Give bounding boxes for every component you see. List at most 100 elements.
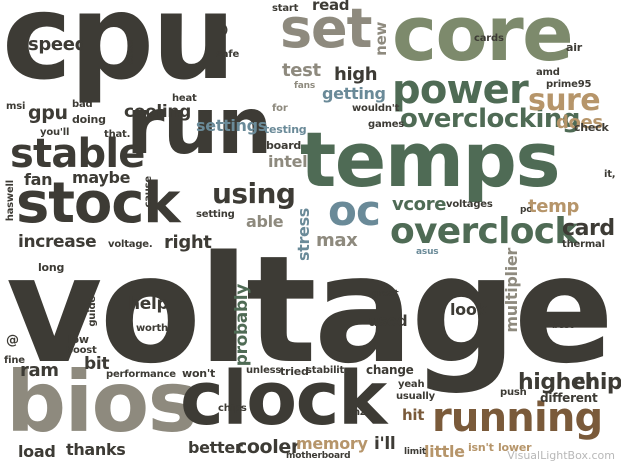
word-ghz: ghz bbox=[346, 407, 366, 418]
word-fine: fine bbox=[4, 355, 25, 366]
word-new: new bbox=[372, 22, 390, 56]
word-help: help bbox=[128, 294, 169, 314]
word-yeah: yeah bbox=[398, 379, 425, 390]
word-it: it, bbox=[604, 169, 616, 180]
word-thanks: thanks bbox=[66, 440, 126, 459]
word-high: high bbox=[334, 64, 378, 85]
word-boost: boost bbox=[66, 345, 97, 356]
word-wouldnt: wouldn't bbox=[352, 103, 400, 114]
word-performance: performance bbox=[106, 369, 176, 380]
word-using: using bbox=[212, 177, 296, 210]
word-gpu: gpu bbox=[28, 102, 68, 124]
word-wont: won't bbox=[182, 367, 216, 380]
word-memory: memory bbox=[296, 434, 368, 453]
word-load: load bbox=[18, 442, 56, 461]
word-asus: asus bbox=[416, 247, 439, 257]
word-right: right bbox=[164, 232, 212, 253]
word-overclocking: overclocking bbox=[400, 104, 580, 134]
word-smile: :) bbox=[220, 25, 229, 36]
word-increase: increase bbox=[18, 232, 97, 252]
word-speed: speed bbox=[28, 34, 88, 55]
word-push: push bbox=[500, 387, 527, 398]
word-low: low bbox=[68, 333, 89, 346]
word-stable: stable bbox=[10, 131, 145, 177]
word-temps: temps bbox=[300, 115, 561, 204]
word-cards: cards bbox=[474, 33, 504, 44]
word-setting: setting bbox=[196, 209, 235, 220]
word-unless: unless bbox=[246, 365, 282, 376]
word-settings: settings bbox=[196, 116, 267, 135]
word-board: board bbox=[266, 139, 302, 152]
word-running: running bbox=[432, 395, 603, 441]
word-testing: testing bbox=[264, 123, 307, 136]
word-higher: higher bbox=[518, 370, 596, 395]
word-long: long bbox=[38, 261, 65, 274]
word-voltage: voltage bbox=[6, 224, 614, 396]
word-little: little bbox=[424, 442, 465, 461]
word-thermal: thermal bbox=[562, 239, 605, 250]
word-core: core bbox=[392, 0, 574, 78]
word-look: look bbox=[450, 300, 487, 319]
word-set: set bbox=[280, 0, 372, 60]
word-lower: lower bbox=[498, 441, 532, 454]
word-haswell: haswell bbox=[5, 180, 16, 222]
word-guide: guide bbox=[87, 296, 98, 327]
word-cause: cause bbox=[143, 176, 154, 208]
word-doing: doing bbox=[72, 113, 106, 126]
word-start: start bbox=[272, 3, 299, 14]
word-used: used bbox=[368, 312, 408, 330]
word-msi: msi bbox=[6, 101, 26, 112]
word-read: read bbox=[312, 0, 350, 14]
word-able: able bbox=[246, 212, 284, 231]
word-stability: stability bbox=[306, 365, 351, 376]
word-max: max bbox=[316, 230, 358, 251]
word-change: change bbox=[366, 363, 414, 377]
word-temp: temp bbox=[528, 196, 580, 217]
credit-watermark: VisualLightBox.com bbox=[507, 449, 615, 462]
word-bit: bit bbox=[84, 354, 110, 374]
word-bad: bad bbox=[72, 99, 93, 110]
word-chip: chip bbox=[572, 370, 621, 395]
word-sure: sure bbox=[528, 83, 601, 118]
word-hit: hit bbox=[402, 406, 425, 424]
word-fans: fans bbox=[294, 81, 316, 91]
word-best: best bbox=[552, 321, 574, 331]
word-vcore: vcore bbox=[392, 194, 447, 215]
word-chips: chips bbox=[218, 403, 247, 414]
word-for: for bbox=[272, 103, 288, 114]
word-stock: stock bbox=[16, 171, 181, 236]
word-better: better bbox=[188, 438, 243, 457]
word-cooler: cooler bbox=[236, 436, 300, 458]
word-pc: pc bbox=[520, 205, 532, 215]
word-does: does bbox=[556, 112, 603, 133]
word-overclock: overclock bbox=[390, 211, 578, 252]
word-check: check bbox=[574, 121, 609, 134]
word-getting: getting bbox=[322, 84, 386, 103]
word-amd: amd bbox=[536, 67, 560, 78]
word-clock: clock bbox=[180, 356, 387, 442]
word-test: test bbox=[282, 60, 321, 81]
word-at: @ bbox=[6, 333, 19, 348]
word-cooling: cooling bbox=[124, 102, 191, 122]
word-probably: probably bbox=[232, 284, 252, 367]
word-different: different bbox=[540, 391, 598, 405]
word-multiplier: multiplier bbox=[502, 248, 521, 333]
word-ill: i'll bbox=[374, 434, 396, 454]
word-great: great bbox=[372, 289, 399, 299]
word-oc: oc bbox=[328, 186, 381, 235]
word-heat: heat bbox=[172, 93, 197, 104]
word-limit: limit bbox=[404, 447, 427, 457]
word-bios: bios bbox=[6, 353, 198, 451]
word-worth: worth bbox=[136, 323, 168, 334]
word-voltages: voltages bbox=[446, 199, 493, 210]
word-air: air bbox=[566, 41, 582, 54]
word-motherboard: motherboard bbox=[286, 451, 351, 461]
word-youll: you'll bbox=[40, 127, 70, 138]
word-ram: ram bbox=[20, 360, 59, 381]
word-usually: usually bbox=[396, 391, 435, 402]
word-safe: safe bbox=[216, 49, 240, 60]
word-run: run bbox=[126, 82, 272, 172]
word-voltage-dot: voltage. bbox=[108, 239, 153, 250]
word-power: power bbox=[392, 67, 529, 113]
